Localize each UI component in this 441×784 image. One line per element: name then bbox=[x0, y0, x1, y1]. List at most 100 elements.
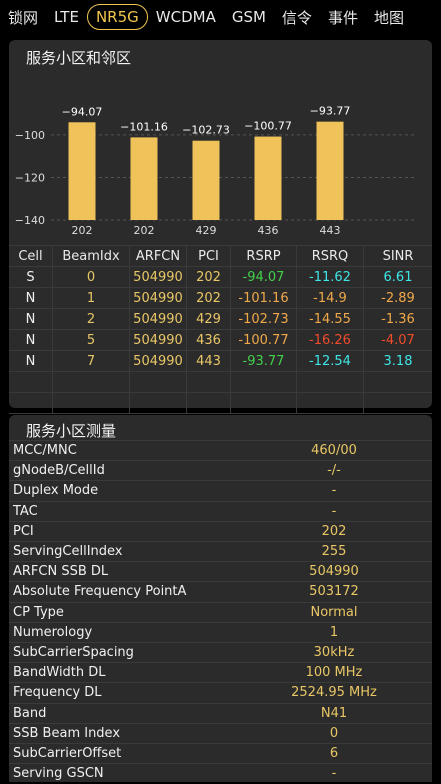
measurement-value: 2524.95 MHz bbox=[291, 685, 377, 701]
measurement-row: ServingCellIndex 255 bbox=[9, 541, 432, 562]
measurement-value: 1 bbox=[329, 624, 339, 640]
table-cell: 443 bbox=[187, 351, 231, 371]
measurement-row: MCC/MNC 460/00 bbox=[9, 440, 432, 461]
measurement-value: 460/00 bbox=[311, 443, 357, 458]
measurement-label: Absolute Frequency PointA bbox=[13, 584, 187, 600]
measurement-row: SubCarrierSpacing 30kHz bbox=[9, 642, 432, 663]
measurement-label: SubCarrierOffset bbox=[13, 746, 122, 761]
column-header: RSRP bbox=[231, 246, 297, 266]
measurement-label: Frequency DL bbox=[13, 685, 102, 701]
measurement-row: Duplex Mode - bbox=[9, 480, 432, 501]
tab-2[interactable]: NR5G bbox=[86, 4, 148, 30]
tab-5[interactable]: 信令 bbox=[281, 8, 312, 27]
table-cell: -11.62 bbox=[297, 267, 364, 287]
measurement-row: SSB Beam Index 0 bbox=[9, 722, 432, 744]
table-row bbox=[9, 393, 432, 414]
card-title: 服务小区测量 bbox=[26, 422, 117, 440]
column-header: SINR bbox=[382, 248, 414, 264]
y-tick-label: −140 bbox=[15, 214, 45, 227]
table-cell: N bbox=[9, 309, 53, 329]
measurement-row: Frequency DL 2524.95 MHz bbox=[9, 682, 432, 703]
table-row: S 0 504990 202 -94.07 -11.62 6.61 bbox=[9, 267, 432, 288]
table-cell: -94.07 bbox=[231, 267, 297, 287]
table-cell: 504990 bbox=[130, 309, 187, 329]
measurement-value: 255 bbox=[321, 544, 347, 559]
table-cell: -4.07 bbox=[381, 332, 415, 348]
bar bbox=[192, 140, 220, 220]
table-cell: 0 bbox=[53, 267, 130, 287]
measurement-value: - bbox=[331, 503, 337, 519]
tab-6[interactable]: 事件 bbox=[327, 8, 358, 27]
table-cell: 429 bbox=[187, 309, 231, 329]
measurement-label: Numerology bbox=[13, 624, 93, 640]
table-cell-empty bbox=[53, 372, 130, 392]
measurement-row: gNodeB/CellId -/- bbox=[9, 460, 432, 481]
measurement-value: -/- bbox=[327, 463, 341, 479]
table-cell: -101.16 bbox=[231, 288, 297, 308]
measurement-row: Serving GSCN - bbox=[9, 763, 432, 784]
measurement-label: PCI bbox=[13, 523, 34, 539]
table-cell: 202 bbox=[187, 288, 231, 308]
y-tick-label: −120 bbox=[15, 171, 45, 184]
measurement-value: 30kHz bbox=[313, 645, 355, 660]
measurement-label: Duplex Mode bbox=[13, 483, 99, 499]
table-cell: N bbox=[9, 288, 53, 308]
bar bbox=[68, 122, 96, 220]
table-cell: 5 bbox=[53, 330, 130, 350]
tab-4[interactable]: GSM bbox=[231, 8, 266, 26]
measurement-row: Band N41 bbox=[9, 702, 432, 724]
measurement-value: 0 bbox=[329, 725, 339, 741]
table-cell-empty bbox=[231, 372, 297, 392]
measurement-value: - bbox=[331, 483, 337, 499]
table-cell-empty bbox=[187, 393, 231, 413]
table-cell-empty bbox=[130, 372, 187, 392]
x-category-label: 202 bbox=[134, 224, 155, 237]
measurement-label: SubCarrierSpacing bbox=[13, 645, 134, 660]
table-cell: -1.36 bbox=[381, 311, 415, 327]
measurement-label: TAC bbox=[13, 503, 38, 519]
table-cell: 504990 bbox=[130, 267, 187, 287]
table-cell: N bbox=[9, 330, 53, 350]
table-cell-empty bbox=[297, 372, 364, 392]
table-cell: -14.55 bbox=[297, 309, 364, 329]
measurement-value: 504990 bbox=[309, 564, 359, 580]
table-row: N 2 504990 429 -102.73 -14.55 -1.36 bbox=[9, 309, 432, 330]
tab-3[interactable]: WCDMA bbox=[155, 8, 216, 26]
tab-0[interactable]: 锁网 bbox=[8, 8, 39, 27]
measurement-value: 503172 bbox=[309, 584, 359, 600]
measurement-label: BandWidth DL bbox=[13, 665, 106, 681]
table-cell: -14.9 bbox=[297, 288, 364, 308]
table-cell-empty bbox=[187, 372, 231, 392]
table-cell-empty bbox=[364, 393, 432, 413]
measurement-label: SSB Beam Index bbox=[13, 725, 121, 741]
rsrp-bar-chart: −100 −120 −140 −94.07 202 −101.16 202 −102.73 42… bbox=[15, 105, 414, 237]
tab-1[interactable]: LTE bbox=[54, 8, 79, 26]
table-row: N 7 504990 443 -93.77 -12.54 3.18 bbox=[9, 351, 432, 372]
measurement-row: TAC - bbox=[9, 500, 432, 522]
table-cell-empty bbox=[364, 372, 432, 392]
table-cell: 6.61 bbox=[383, 269, 413, 285]
table-cell-empty bbox=[9, 393, 53, 413]
column-header: ARFCN bbox=[130, 246, 187, 266]
measurement-row: ARFCN SSB DL 504990 bbox=[9, 561, 432, 582]
y-tick-label: −100 bbox=[15, 129, 45, 142]
measurement-row: BandWidth DL 100 MHz bbox=[9, 662, 432, 683]
measurement-label: Serving GSCN bbox=[13, 766, 104, 782]
x-category-label: 443 bbox=[320, 224, 341, 237]
table-row: N 1 504990 202 -101.16 -14.9 -2.89 bbox=[9, 288, 432, 309]
table-cell: 504990 bbox=[130, 351, 187, 371]
measurement-value: N41 bbox=[320, 705, 348, 721]
table-cell-empty bbox=[130, 393, 187, 413]
top-tab-bar: 锁网 LTE NR5G WCDMA GSM 信令 事件 地图 bbox=[0, 0, 441, 34]
tab-7[interactable]: 地图 bbox=[373, 8, 404, 27]
measurement-row: PCI 202 bbox=[9, 520, 432, 542]
column-header: RSRQ bbox=[297, 246, 364, 266]
table-cell: 202 bbox=[187, 267, 231, 287]
table-cell: 2 bbox=[53, 309, 130, 329]
table-cell: -102.73 bbox=[231, 309, 297, 329]
measurement-row: Numerology 1 bbox=[9, 621, 432, 643]
table-cell: 1 bbox=[53, 288, 130, 308]
table-row: Cell BeamIdx ARFCN PCI RSRP RSRQ SINR bbox=[9, 245, 432, 267]
table-cell: -12.54 bbox=[297, 351, 364, 371]
measurement-row: CP Type Normal bbox=[9, 601, 432, 623]
